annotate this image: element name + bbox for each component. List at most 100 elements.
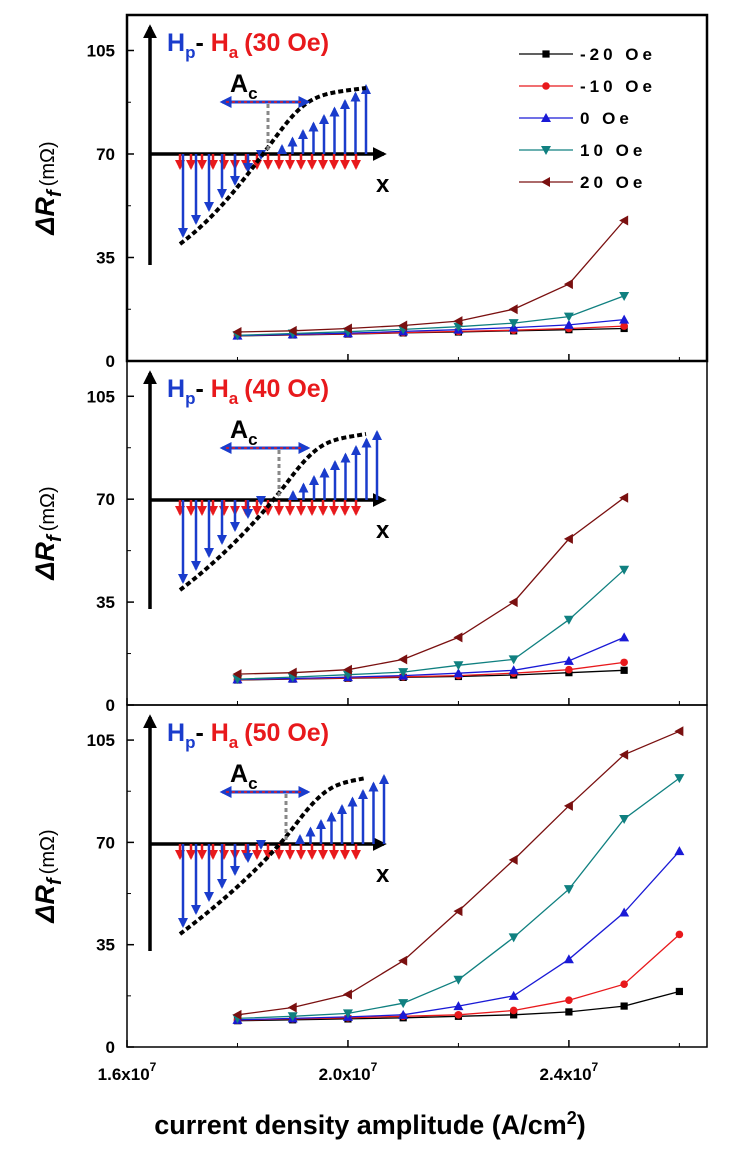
inset-title-dash: - (195, 29, 210, 57)
series-10Oe (232, 565, 630, 685)
inset-title-hp-sub: p (185, 733, 195, 752)
data-point (563, 885, 574, 895)
y-tick-label: 70 (96, 490, 115, 509)
data-point (674, 726, 684, 737)
data-point (620, 322, 628, 330)
data-point (565, 1008, 573, 1016)
panel-frame (126, 704, 708, 1048)
inset-title-hp: H (167, 29, 185, 57)
data-point (510, 1011, 518, 1019)
data-point (453, 316, 463, 327)
data-point (398, 999, 409, 1009)
y-axis-label-sub: f (44, 188, 66, 197)
y-axis-label: ΔRf (mΩ) (30, 141, 66, 235)
inset-title-dash: - (195, 719, 210, 747)
y-axis-label-sub: f (44, 533, 66, 542)
data-point (398, 320, 408, 331)
inset-title: Hp- Ha (30 Oe) (167, 29, 329, 62)
data-point (453, 661, 464, 671)
inset-title-hp: H (167, 375, 185, 403)
data-point (287, 1002, 297, 1013)
data-point (675, 987, 683, 996)
data-point (342, 664, 352, 675)
data-point (674, 846, 685, 856)
x-axis-label-sup: 2 (567, 1108, 577, 1128)
data-point (287, 325, 297, 336)
data-point (619, 314, 630, 324)
legend-marker (541, 113, 551, 122)
data-point (232, 669, 242, 680)
inset-ac-label: Ac (230, 760, 258, 793)
legend-marker (542, 82, 550, 90)
series-line (237, 636, 625, 681)
y-tick-label: 35 (96, 248, 115, 267)
data-point (619, 291, 630, 301)
data-point (619, 565, 630, 575)
y-axis-label-r: R (30, 541, 60, 561)
legend-label: -10 Oe (580, 77, 656, 96)
data-point (563, 954, 574, 964)
data-point (620, 980, 628, 988)
inset-x-label: x (376, 861, 390, 888)
inset-ac-sub: c (248, 84, 257, 103)
data-point (563, 279, 573, 290)
x-tick-label-mantissa: 2.0x10 (319, 1065, 371, 1084)
data-point (620, 666, 628, 674)
x-tick-label: 2.4x107 (540, 1060, 599, 1084)
y-axis-label-r: R (30, 884, 60, 904)
data-point (453, 906, 463, 917)
data-point (565, 996, 573, 1005)
data-point (508, 319, 519, 329)
data-point (342, 323, 352, 334)
data-point (232, 327, 242, 338)
legend-marker (541, 146, 551, 155)
x-tick-label: 1.6x107 (98, 1060, 157, 1084)
inset-dotted-curve (178, 776, 367, 936)
y-axis-label: ΔRf (mΩ) (30, 486, 66, 580)
data-point (508, 854, 518, 865)
inset-ac-a: A (230, 70, 248, 98)
series-20Oe (232, 492, 629, 680)
data-point (287, 1012, 298, 1022)
data-point (398, 668, 409, 678)
y-axis-label: ΔRf (mΩ) (30, 829, 66, 923)
data-point (287, 667, 297, 678)
y-axis-label-unit: (mΩ) (37, 141, 59, 186)
data-point (509, 1006, 518, 1015)
x-tick-label-mantissa: 2.4x10 (540, 1065, 592, 1084)
data-point (508, 990, 519, 1000)
y-tick-label: 70 (96, 833, 115, 852)
series-line (237, 295, 625, 336)
inset-title-dash: - (195, 375, 210, 403)
x-tick-label-exponent: 7 (592, 1060, 599, 1074)
inset-title-field: (30 Oe) (244, 29, 329, 57)
series-line (237, 569, 625, 680)
data-point (508, 304, 518, 315)
data-point (563, 533, 573, 544)
y-axis-label-delta: Δ (30, 216, 60, 235)
y-axis-label-unit: (mΩ) (37, 486, 59, 531)
inset-x-label: x (376, 171, 390, 198)
inset-title-hp-sub: p (185, 43, 195, 62)
data-point (563, 655, 574, 665)
inset-ac-label: Ac (230, 70, 258, 103)
y-axis-label-delta: Δ (30, 561, 60, 580)
data-point (232, 1009, 242, 1020)
inset-title-hp-sub: p (185, 389, 195, 408)
y-axis-label-delta: Δ (30, 904, 60, 923)
data-point (398, 1009, 409, 1019)
legend-marker (542, 50, 550, 58)
y-tick-label: 105 (87, 387, 115, 406)
inset-x-label: x (376, 517, 390, 544)
y-tick-label: 70 (96, 145, 115, 164)
data-point (508, 597, 518, 608)
series-line (237, 318, 625, 337)
data-point (563, 312, 574, 322)
inset-ac-a: A (230, 416, 248, 444)
data-point (398, 654, 408, 665)
data-point (508, 665, 519, 675)
data-point (563, 800, 573, 811)
